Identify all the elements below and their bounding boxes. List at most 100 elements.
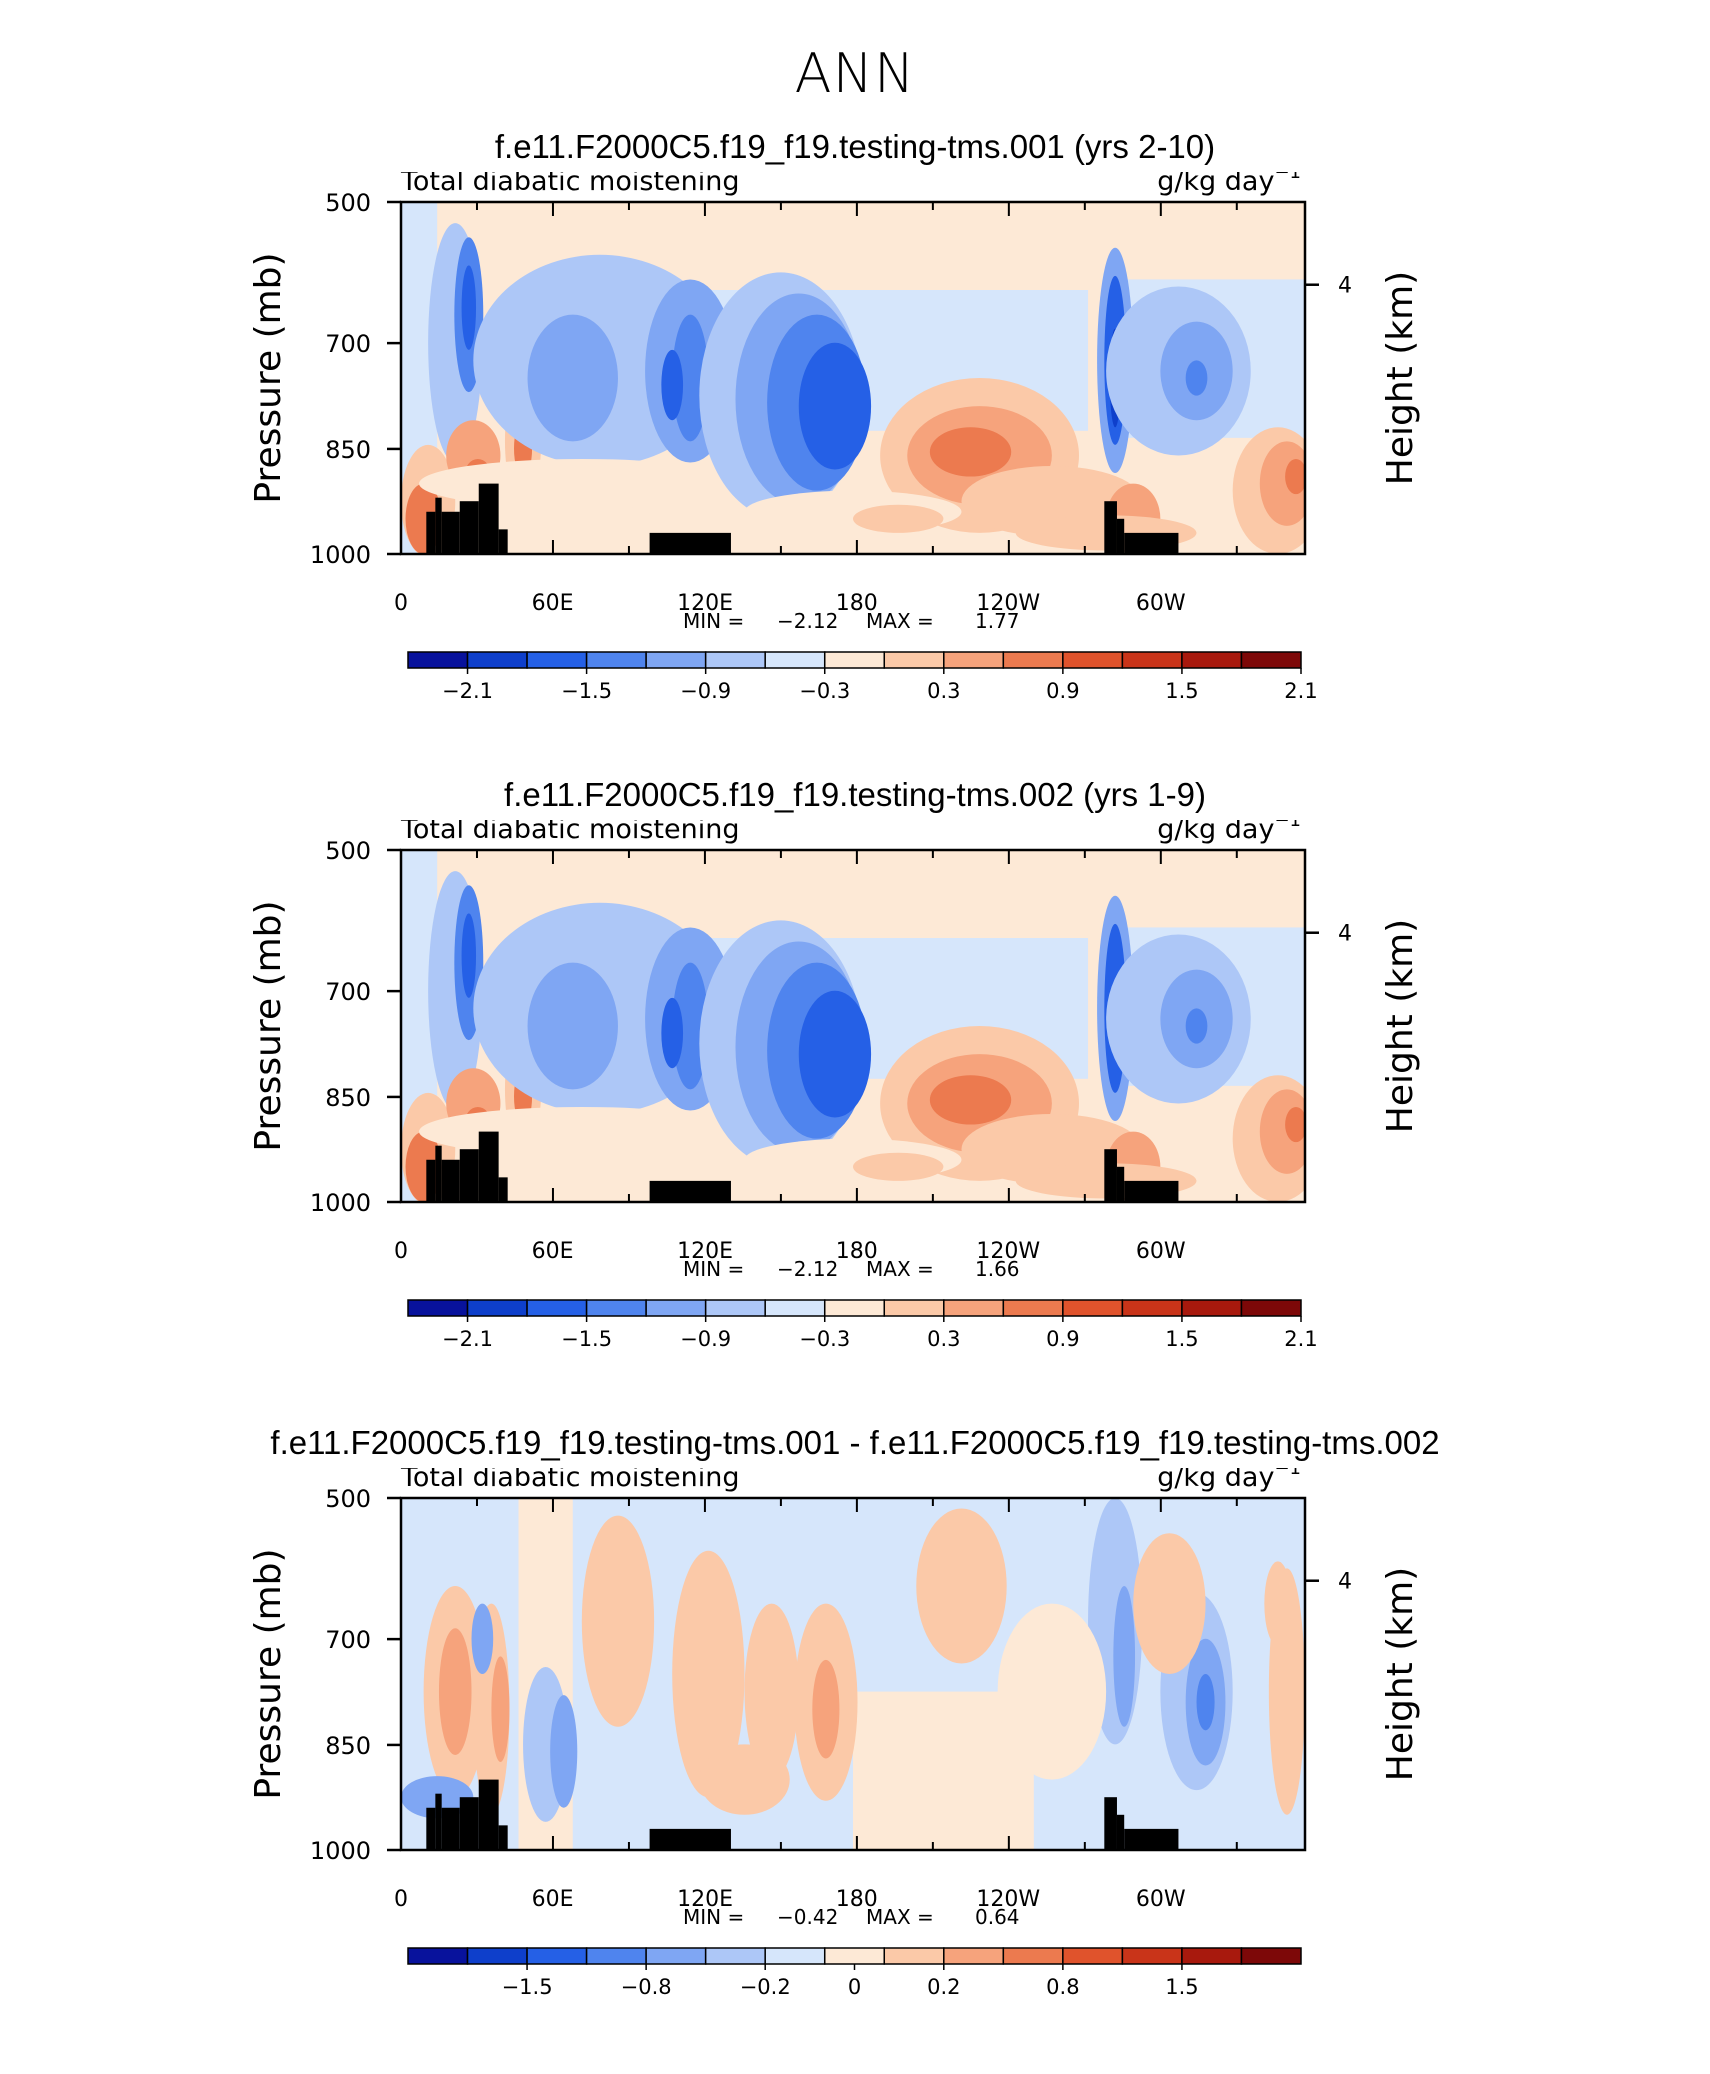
- y-tick-label: 1000: [310, 1189, 371, 1217]
- colorbar-swatch: [764, 1299, 826, 1317]
- contour-region: [929, 1075, 1012, 1125]
- contour-region: [527, 962, 618, 1090]
- contour-region: [461, 913, 477, 998]
- colorbar-swatch: [1240, 1299, 1302, 1317]
- contour-region: [672, 962, 709, 1090]
- colorbar-swatch: [526, 1947, 588, 1965]
- y-tick-label: 700: [325, 978, 371, 1006]
- panel-title: f.e11.F2000C5.f19_f19.testing-tms.001 (y…: [494, 128, 1216, 165]
- panel-3: f.e11.F2000C5.f19_f19.testing-tms.001 - …: [0, 1424, 1710, 2064]
- colorbar-swatch: [585, 1947, 647, 1965]
- contour-region: [929, 427, 1012, 477]
- y-tick-label: 1000: [310, 1837, 371, 1865]
- x-tick-label: 60W: [1136, 1239, 1186, 1264]
- contour-region: [1185, 1008, 1208, 1044]
- colorbar-label: −2.1: [442, 679, 493, 703]
- units-label: g/kg day−1: [1157, 1468, 1301, 1493]
- units-exponent: −1: [1274, 820, 1301, 831]
- x-tick-label: 0: [394, 1239, 408, 1264]
- contour-region: [1133, 1533, 1206, 1674]
- y-tick-label: 500: [325, 1485, 371, 1513]
- colorbar-label: 1.5: [1165, 1975, 1198, 1999]
- topography-mask: [1104, 1797, 1117, 1850]
- colorbar-label: −0.3: [799, 679, 850, 703]
- colorbar-label: 1.5: [1165, 1327, 1198, 1351]
- topography-mask: [435, 1145, 442, 1202]
- colorbar-swatch: [645, 1947, 707, 1965]
- x-tick-label: 180: [836, 591, 878, 616]
- topography-mask: [1124, 1828, 1179, 1850]
- contour-region: [461, 265, 477, 350]
- x-tick-label: 120W: [976, 1887, 1040, 1912]
- colorbar-label: 2.1: [1284, 679, 1317, 703]
- panel-title: f.e11.F2000C5.f19_f19.testing-tms.001 - …: [270, 1424, 1440, 1461]
- colorbar-swatch: [1002, 651, 1064, 669]
- topography-mask: [1104, 1149, 1117, 1202]
- plot-area: [401, 202, 1305, 554]
- min-label: MIN =: [683, 1257, 744, 1281]
- contour-region: [1196, 1674, 1215, 1731]
- plot-frame: [399, 200, 1307, 556]
- max-value: 1.77: [975, 609, 1020, 633]
- topography-mask: [649, 1828, 731, 1850]
- colorbar-swatch: [526, 651, 588, 669]
- min-value: −0.42: [777, 1905, 838, 1929]
- units-exponent: −1: [1274, 172, 1301, 183]
- y-right-tick-label: 4: [1338, 922, 1352, 947]
- colorbar-swatch: [764, 651, 826, 669]
- contour-region: [581, 1515, 655, 1727]
- contour-region: [1285, 1106, 1305, 1143]
- contour-region: [862, 881, 899, 924]
- y-right-tick-label: 4: [1338, 274, 1352, 299]
- topography-mask: [1116, 1814, 1125, 1850]
- colorbar-swatch: [1002, 1947, 1064, 1965]
- colorbar-swatch: [645, 1299, 707, 1317]
- min-value: −2.12: [777, 1257, 838, 1281]
- x-tick-label: 60W: [1136, 591, 1186, 616]
- colorbar-swatch: [1121, 1947, 1183, 1965]
- units-text: g/kg day: [1157, 1468, 1274, 1493]
- colorbar-swatch: [585, 651, 647, 669]
- min-value: −2.12: [777, 609, 838, 633]
- colorbar-swatch: [407, 1947, 469, 1965]
- panel-title: f.e11.F2000C5.f19_f19.testing-tms.002 (y…: [504, 776, 1206, 813]
- colorbar-swatch: [704, 1947, 766, 1965]
- panel-2: f.e11.F2000C5.f19_f19.testing-tms.002 (y…: [0, 776, 1710, 1416]
- colorbar-label: 1.5: [1165, 679, 1198, 703]
- min-label: MIN =: [683, 1905, 744, 1929]
- variable-label: Total diabatic moistening: [400, 820, 739, 845]
- plot-area: [401, 850, 1305, 1202]
- topography-mask: [1104, 501, 1117, 554]
- x-tick-label: 60W: [1136, 1887, 1186, 1912]
- colorbar-swatch: [883, 1299, 945, 1317]
- contour-region: [699, 1744, 790, 1815]
- contour-region: [744, 1603, 799, 1780]
- colorbar-label: 0.9: [1046, 679, 1079, 703]
- units-label: g/kg day−1: [1157, 172, 1301, 197]
- plot-area: [401, 1498, 1305, 1850]
- colorbar-swatch: [1181, 651, 1243, 669]
- contour-region: [1264, 1561, 1292, 1646]
- contour-region: [672, 314, 709, 442]
- topography-mask: [441, 1159, 460, 1202]
- colorbar-label: 0.9: [1046, 1327, 1079, 1351]
- max-label: MAX =: [866, 609, 934, 633]
- x-tick-label: 0: [394, 1887, 408, 1912]
- x-tick-label: 60E: [532, 591, 574, 616]
- y-axis-title: Pressure (mb): [248, 900, 289, 1151]
- units-exponent: −1: [1274, 1468, 1301, 1479]
- topography-mask: [1124, 1180, 1179, 1202]
- colorbar-label: −0.2: [740, 1975, 791, 1999]
- colorbar-swatch: [704, 1299, 766, 1317]
- x-tick-label: 120E: [677, 1239, 733, 1264]
- y-tick-label: 700: [325, 1626, 371, 1654]
- y-axis-title: Pressure (mb): [248, 1548, 289, 1799]
- units-text: g/kg day: [1157, 820, 1274, 845]
- colorbar-swatch: [645, 651, 707, 669]
- y-axis-title: Pressure (mb): [248, 252, 289, 503]
- topography-mask: [459, 1797, 479, 1850]
- colorbar-label: −0.9: [680, 1327, 731, 1351]
- topography-mask: [649, 1180, 731, 1202]
- colorbar-label: −0.9: [680, 679, 731, 703]
- topography-mask: [498, 1177, 508, 1202]
